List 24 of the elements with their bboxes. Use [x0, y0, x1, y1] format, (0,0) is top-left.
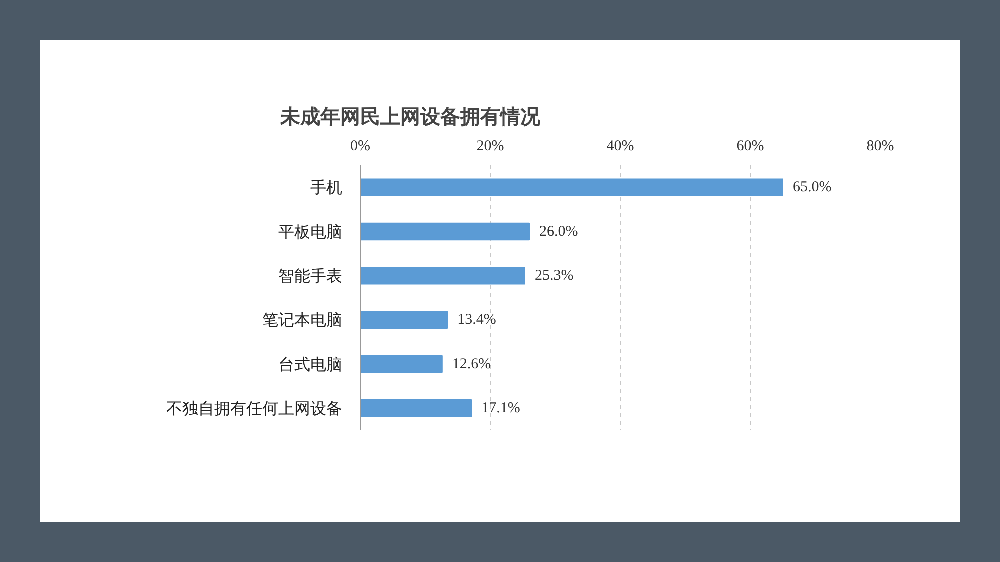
bar: [360, 400, 472, 418]
y-tick-label: 不独自拥有任何上网设备: [166, 398, 342, 418]
bar: [360, 311, 448, 329]
y-tick-label: 笔记本电脑: [262, 310, 342, 330]
data-label: 12.6%: [452, 356, 492, 372]
y-tick-label: 平板电脑: [278, 222, 342, 242]
x-tick-label: 0%: [350, 138, 370, 154]
x-tick-label: 60%: [736, 138, 764, 154]
data-label: 17.1%: [482, 400, 520, 416]
x-tick-label: 40%: [606, 138, 634, 154]
bar: [360, 355, 443, 374]
bar: [360, 178, 784, 196]
x-tick-label: 80%: [866, 138, 894, 154]
y-tick-label: 智能手表: [278, 266, 342, 286]
data-label: 26.0%: [540, 224, 578, 240]
chart-title: 未成年网民上网设备拥有情况: [280, 104, 542, 128]
y-tick-label: 手机: [310, 178, 342, 198]
x-tick-label: 20%: [476, 138, 504, 154]
y-tick-label: 台式电脑: [278, 354, 342, 374]
data-label: 13.4%: [458, 312, 496, 328]
bar: [360, 222, 530, 241]
data-label: 65.0%: [793, 180, 832, 196]
data-label: 25.3%: [534, 268, 574, 284]
bar: [360, 267, 526, 285]
